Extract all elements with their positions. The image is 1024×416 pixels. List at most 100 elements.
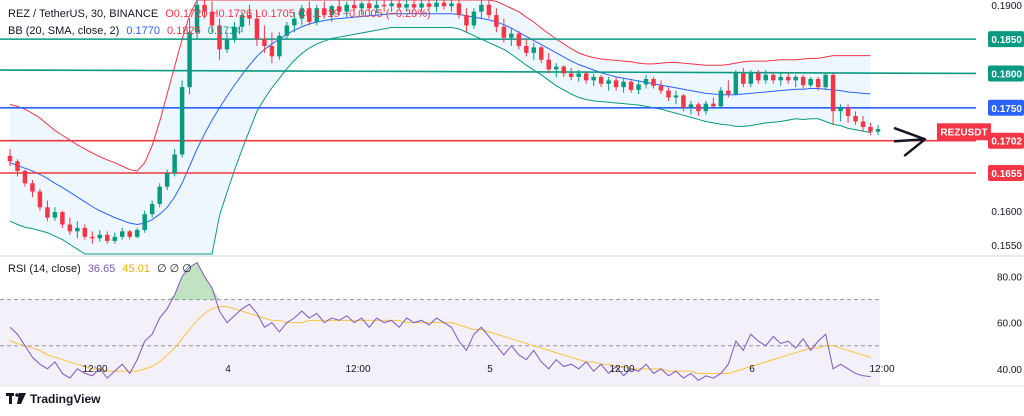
candle [389,0,394,12]
candle [187,18,192,95]
level-price-tag-text: 0.1750 [991,104,1022,115]
tradingview-logo-text: TradingView [30,392,101,406]
candle [67,217,73,235]
candle [97,229,103,242]
candle [127,229,132,240]
candle [434,0,439,12]
time-tick-label: 12:00 [869,364,894,375]
candle [164,169,170,191]
rsi-tick-label: 80.00 [997,272,1022,283]
candle [254,11,260,46]
legend-row-symbol: REZ / TetherUS, 30, BINANCE O0.1720 H0.1… [8,8,435,20]
candle [52,207,58,222]
candle [479,0,484,19]
level-price-tag-0.1800 [988,65,1024,82]
symbol-label-box[interactable] [937,123,991,141]
candle [860,116,866,132]
level-line-0.1800[interactable] [0,69,977,75]
axes: 0.1900 0.1600 0.1550 80.00 60.00 40.00 12:00 4 1… [82,1,1022,376]
bb-label[interactable]: BB (20, SMA, close, 2) [8,25,120,37]
annotation-arrow: REZUSDT [893,123,991,157]
candle [45,200,50,222]
rsi-overbought-fill [10,262,878,300]
candle [292,11,297,33]
candles [7,0,881,244]
candle [142,210,147,233]
tradingview-logo[interactable]: TradingView [6,392,100,406]
level-price-tag-text: 0.1850 [991,35,1022,46]
candle [673,90,679,105]
candle [636,80,641,95]
legend-row-bb: BB (20, SMA, close, 2) 0.1770 0.1826 0.1… [8,25,245,37]
candle [621,78,626,93]
candle [875,124,881,136]
rsi-tick-label: 60.00 [997,319,1022,330]
candle [628,80,634,93]
candle [546,52,552,74]
candle [284,21,290,40]
candle [464,8,469,33]
candle [561,65,566,77]
candle [524,39,529,57]
candle [486,0,492,19]
candle [651,76,656,89]
candle [239,11,245,33]
time-tick-label: 12:00 [345,364,370,375]
level-price-tag-0.1655 [988,164,1024,181]
bb-upper-value: 0.1826 [167,25,201,37]
candle [299,4,305,26]
candle [815,76,821,91]
candle [381,0,387,12]
candle [509,28,514,46]
rsi-line [9,261,871,382]
symbol-label-text: REZUSDT [940,127,987,138]
rsi-extra-values: ∅ ∅ ∅ [157,263,192,275]
ohlc-readout: O0.1720 H0.1726 L0.1705 C0.1719 −0.0005 … [165,8,431,20]
candle [568,67,574,81]
candle [411,0,417,11]
bb-lower-line [9,26,871,255]
candle [247,4,252,26]
candle [82,224,88,240]
candle [598,74,604,88]
candle [22,169,28,187]
rsi-label[interactable]: RSI (14, close) [8,263,81,275]
candle [179,80,185,158]
candle [232,21,237,43]
candle [726,80,731,98]
candle [269,32,275,64]
candle [553,63,559,77]
candle [157,183,162,208]
candle [314,4,320,26]
symbol-title[interactable]: REZ / TetherUS, 30, BINANCE [8,8,159,20]
candle [404,0,409,12]
candle [501,18,507,43]
candle [658,80,664,95]
candle [808,76,813,88]
candle [770,72,776,84]
candle [741,67,746,88]
candle [681,94,686,112]
rsi-value: 36.65 [87,263,116,275]
candle [531,42,537,60]
candle [217,18,222,60]
level-price-tag-0.1850 [988,31,1024,48]
time-tick-label: 6 [749,364,755,375]
candle [583,72,589,84]
candle [194,0,200,40]
rsi-pane [0,261,880,385]
bb-basis-value: 0.1770 [126,25,160,37]
price-tick-label: 0.1600 [991,207,1022,218]
rsi-ma-line [9,305,871,374]
bb-lower-value: 0.1714 [207,25,242,37]
level-price-tag-text: 0.1655 [991,169,1022,180]
candle [419,0,424,12]
candle [374,0,379,14]
horizontal-levels[interactable]: 0.1850 0.1800 0.1750 0.1702 0.1655 [0,31,1024,181]
candle [830,73,836,125]
candle [711,97,716,110]
candle [703,100,709,115]
candle [351,0,357,12]
